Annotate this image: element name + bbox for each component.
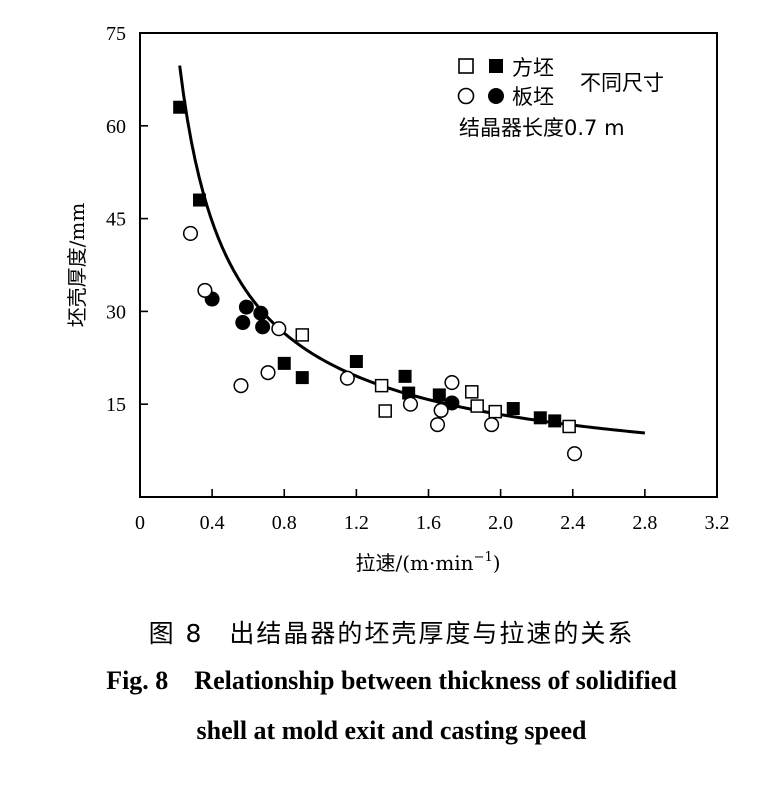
square-point-filled — [548, 414, 562, 428]
circle-point-open — [271, 321, 287, 337]
x-tick-label: 2.0 — [488, 512, 513, 534]
square-point-filled — [349, 355, 363, 369]
square-point-filled — [398, 369, 412, 383]
legend-note: 结晶器长度0.7 m — [459, 116, 625, 140]
x-axis-label-main: 拉速/(m·min — [355, 551, 473, 575]
x-tick-label: 3.2 — [705, 512, 730, 534]
legend: 方坯 板坯 不同尺寸 结晶器长度0.7 m — [457, 56, 664, 140]
x-tick-label: 2.4 — [560, 512, 585, 534]
x-tick-label: 0 — [135, 512, 145, 534]
caption-en-line2: shell at mold exit and casting speed — [0, 716, 783, 746]
x-tick-label: 0.4 — [200, 512, 225, 534]
caption-en-number: Fig. 8 — [106, 666, 169, 695]
circle-point-filled — [238, 299, 254, 315]
legend-group-label: 不同尺寸 — [580, 71, 664, 95]
caption-zh-text: 出结晶器的坯壳厚度与拉速的关系 — [229, 619, 635, 648]
circle-point-open — [182, 225, 199, 241]
square-point-open — [470, 399, 484, 413]
circle-point-open — [484, 417, 500, 433]
x-tick-label: 1.2 — [344, 512, 369, 534]
caption-zh-number: 图 8 — [148, 619, 204, 648]
y-tick-label: 75 — [106, 23, 126, 45]
x-tick-label: 1.6 — [416, 512, 441, 534]
x-axis-label-sup: −1 — [474, 550, 493, 565]
caption-en-text1: Relationship between thickness of solidi… — [194, 666, 677, 695]
circle-point-open — [233, 378, 249, 394]
y-tick-label: 45 — [106, 209, 126, 231]
circle-point-open — [444, 374, 460, 391]
square-point-filled — [533, 411, 547, 425]
circle-point-open — [260, 365, 276, 381]
circle-point-open — [402, 396, 419, 412]
circle-point-open — [567, 446, 583, 462]
circle-point-open — [433, 402, 449, 418]
chart: 0 0.4 0.8 1.2 1.6 2.0 2.4 2.8 3.2 15 30 45 60 75 坯壳厚度… — [65, 23, 730, 575]
square-point-open — [562, 419, 576, 434]
plot-frame — [139, 32, 718, 498]
x-tick-label: 0.8 — [272, 512, 297, 534]
y-tick-label: 60 — [106, 116, 126, 138]
square-point-open — [465, 385, 479, 399]
circle-point-filled — [255, 319, 271, 335]
caption-en-line1: Fig. 8 Relationship between thickness of … — [0, 666, 783, 696]
circle-point-filled — [444, 395, 460, 411]
circle-point-open — [339, 370, 355, 386]
circle-point-filled — [235, 315, 251, 331]
square-point-open — [295, 328, 310, 342]
square-point-filled — [506, 402, 520, 416]
square-point-filled — [193, 193, 207, 207]
caption-en-text2: shell at mold exit and casting speed — [196, 716, 587, 745]
circle-point-open — [429, 417, 446, 433]
square-point-filled — [295, 371, 309, 385]
square-point-open — [378, 404, 392, 418]
square-point-open — [374, 378, 389, 393]
legend-square-label: 方坯 — [512, 56, 554, 80]
legend-open-square — [458, 58, 474, 74]
square-point-filled — [402, 386, 416, 400]
y-axis-label: 坯壳厚度/mm — [65, 203, 89, 328]
legend-filled-circle — [488, 88, 504, 104]
caption-zh: 图 8 出结晶器的坯壳厚度与拉速的关系 — [0, 614, 783, 650]
circle-point-open — [197, 282, 213, 298]
legend-open-circle — [457, 87, 475, 105]
square-point-filled — [173, 100, 187, 114]
y-tick-label: 15 — [106, 394, 126, 416]
y-tick-label: 30 — [106, 301, 126, 323]
square-point-filled — [432, 388, 446, 402]
legend-filled-square — [489, 59, 503, 73]
x-axis-label-end: ) — [493, 551, 501, 575]
x-axis-label: 拉速/(m·min−1) — [355, 550, 500, 575]
square-point-open — [488, 404, 502, 419]
x-tick-label: 2.8 — [632, 512, 657, 534]
legend-circle-label: 板坯 — [512, 85, 554, 109]
circle-point-filled — [253, 305, 269, 321]
square-point-filled — [277, 356, 291, 370]
